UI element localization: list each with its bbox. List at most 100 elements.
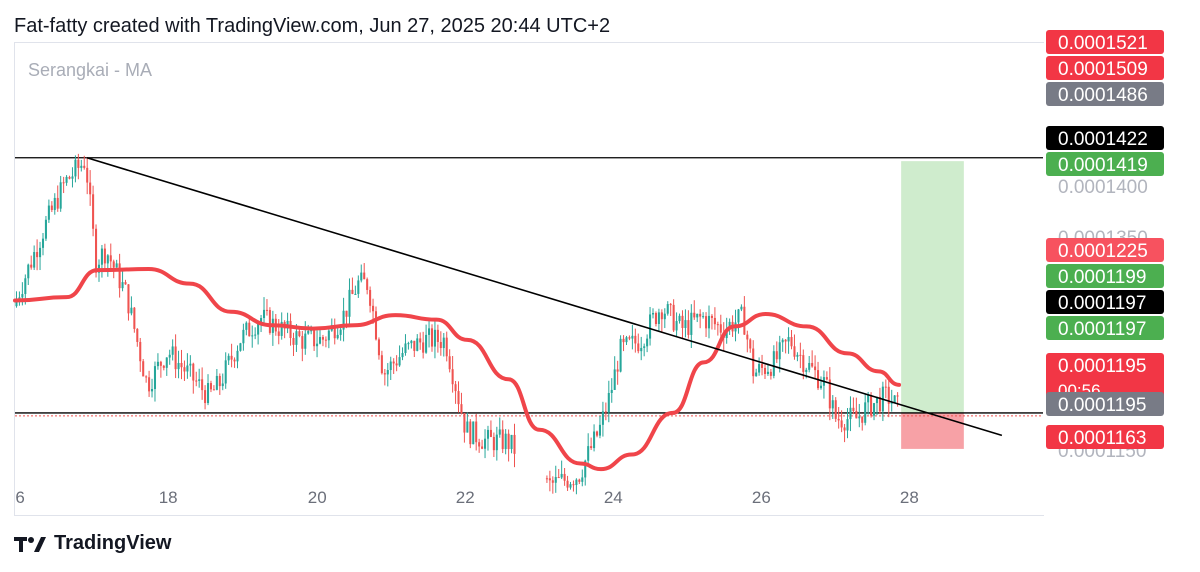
candle-body — [106, 255, 109, 264]
candle-body — [637, 343, 640, 352]
candle-body — [153, 366, 157, 390]
candle-body — [80, 165, 83, 168]
price-label: 0.0001486 — [1058, 85, 1148, 106]
stop-loss-zone[interactable] — [901, 412, 964, 449]
x-tick-label: 6 — [15, 488, 24, 507]
candle-body — [740, 306, 743, 310]
candle-body — [875, 396, 879, 404]
candle-body — [218, 375, 221, 387]
candle-body — [139, 341, 142, 362]
candle-body — [425, 334, 428, 353]
candle-body — [442, 337, 445, 349]
candle-body — [501, 429, 504, 450]
candle-body — [569, 484, 572, 488]
candle-body — [749, 339, 752, 349]
candle-body — [864, 402, 867, 423]
candle-body — [383, 373, 386, 375]
candle-body — [109, 255, 112, 262]
candle-body — [607, 392, 610, 413]
candle-body — [304, 333, 307, 349]
candle-body — [100, 248, 103, 265]
candle-body — [672, 304, 675, 331]
candle-body — [198, 379, 201, 381]
candle-body — [313, 330, 316, 347]
candle-body — [666, 304, 669, 314]
candle-body — [784, 339, 787, 342]
candle-body — [484, 438, 487, 449]
price-label-box — [1046, 290, 1164, 314]
candle-body — [395, 363, 398, 366]
candle-body — [321, 337, 324, 340]
x-tick-label: 28 — [900, 488, 919, 507]
candle-body — [162, 365, 165, 368]
candle-body — [56, 197, 59, 209]
position-zones — [901, 161, 964, 449]
candle-body — [307, 330, 310, 334]
candle-body — [374, 311, 378, 340]
candle-body — [416, 338, 419, 351]
candle-body — [195, 380, 198, 382]
candle-body — [696, 313, 699, 318]
candle-body — [840, 420, 843, 428]
ma-line[interactable] — [13, 267, 902, 472]
candle-body — [39, 247, 42, 258]
candle-body — [233, 359, 236, 362]
candle-body — [628, 337, 631, 339]
candle-body — [699, 313, 702, 317]
candle-body — [130, 307, 133, 314]
price-label: 0.0001521 — [1058, 33, 1148, 54]
indicator-label[interactable]: Serangkai - MA — [28, 60, 153, 80]
candle-body — [513, 434, 516, 454]
moving-average — [13, 267, 902, 472]
candle-body — [581, 477, 584, 482]
candle-body — [560, 473, 563, 478]
price-label-box — [1046, 425, 1164, 449]
candle-body — [30, 264, 33, 268]
candle-body — [870, 395, 873, 416]
candle-body — [89, 182, 92, 195]
x-tick-label: 20 — [308, 488, 327, 507]
candle-body — [68, 176, 71, 179]
candle-body — [507, 433, 510, 450]
candle-body — [460, 404, 463, 414]
candle-body — [389, 361, 392, 371]
candle-body — [407, 343, 410, 345]
candle-body — [849, 407, 852, 420]
candle-body — [584, 460, 587, 478]
candle-body — [236, 350, 239, 362]
footer-logo[interactable]: TradingView — [14, 532, 171, 555]
candle-body — [95, 228, 98, 273]
candle-body — [787, 337, 790, 342]
candle-body — [380, 355, 383, 374]
candle-body — [669, 304, 672, 306]
candle-body — [640, 347, 643, 352]
candle-body — [74, 159, 77, 177]
take-profit-zone[interactable] — [901, 161, 964, 413]
candle-body — [793, 346, 796, 357]
candle-body — [492, 436, 495, 451]
candle-body — [156, 361, 159, 367]
price-label: 0.0001163 — [1058, 428, 1146, 449]
candle-body — [165, 357, 168, 368]
candle-body — [357, 280, 360, 294]
candle-body — [690, 312, 693, 335]
descending-trendline[interactable] — [86, 157, 1003, 437]
candle-body — [145, 376, 148, 378]
chart-frame — [14, 42, 1044, 516]
candle-body — [846, 419, 849, 431]
candle-body — [280, 321, 283, 336]
candle-body — [625, 337, 628, 343]
candle-body — [684, 320, 687, 328]
candle-body — [831, 400, 834, 409]
candle-body — [651, 313, 655, 315]
candle-body — [649, 314, 652, 339]
candle-body — [422, 342, 425, 353]
candle-body — [705, 316, 708, 329]
candle-body — [53, 197, 56, 210]
candle-body — [593, 431, 596, 449]
candle-body — [448, 356, 451, 370]
candle-body — [265, 309, 268, 311]
candle-body — [50, 205, 53, 210]
candle-body — [472, 421, 475, 445]
